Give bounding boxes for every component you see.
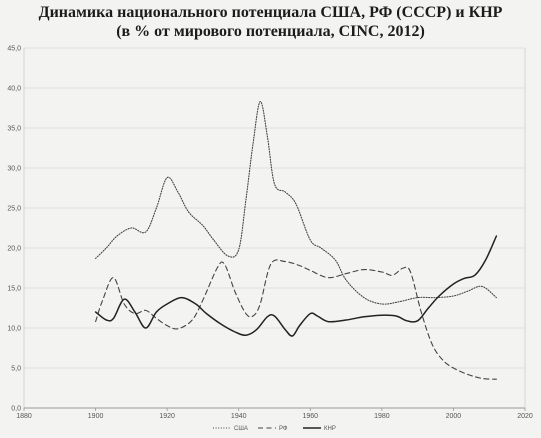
- grid-layer: [24, 47, 525, 409]
- y-tick-label: 45,0: [7, 46, 21, 53]
- series-line-2: [95, 259, 497, 380]
- y-tick-label: 10,0: [7, 326, 21, 333]
- x-tick-label: 2000: [446, 413, 462, 420]
- legend-label-1: США: [234, 426, 248, 432]
- legend: США РФ КНР: [213, 426, 336, 432]
- x-tick-label: 1880: [16, 413, 32, 420]
- chart-title: Динамика национального потенциала США, Р…: [0, 3, 541, 41]
- y-tick-label: 15,0: [7, 286, 21, 293]
- x-tick-label: 1960: [302, 413, 318, 420]
- axis-layer: 0,0 5,0 10,0 15,0 20,0 25,0 30,0 35,0 40,0 45,0 18…: [7, 46, 533, 421]
- chart-subtitle-line: (в % от мирового потенциала, CINC, 2012): [116, 23, 425, 40]
- series-line-1: [95, 101, 497, 305]
- y-tick-label: 25,0: [7, 206, 21, 213]
- x-tick-label: 1900: [88, 413, 104, 420]
- y-tick-label: 35,0: [7, 126, 21, 133]
- x-tick-label: 2020: [517, 413, 533, 420]
- legend-label-3: КНР: [324, 426, 336, 432]
- legend-label-2: РФ: [279, 426, 288, 432]
- x-tick-label: 1940: [231, 413, 247, 420]
- chart-title-line: Динамика национального потенциала США, Р…: [38, 4, 503, 21]
- y-tick-label: 30,0: [7, 166, 21, 173]
- y-tick-label: 0,0: [11, 406, 21, 413]
- y-tick-label: 5,0: [11, 366, 21, 373]
- y-tick-label: 20,0: [7, 246, 21, 253]
- series-line-3: [94, 235, 498, 337]
- series-layer: [94, 101, 498, 380]
- x-tick-label: 1980: [374, 413, 390, 420]
- x-tick-label: 1920: [159, 413, 175, 420]
- y-tick-label: 40,0: [7, 86, 21, 93]
